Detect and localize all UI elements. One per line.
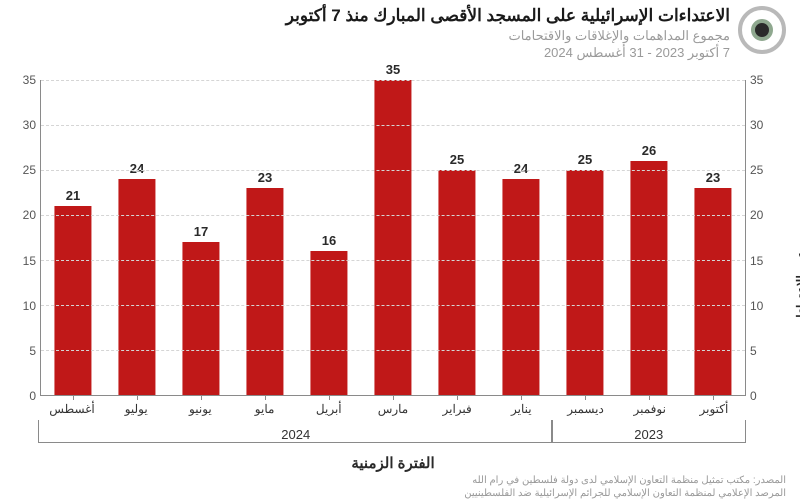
bar-slot: 25 [553, 80, 617, 395]
bar-slot: 35 [361, 80, 425, 395]
bar-slot: 24 [105, 80, 169, 395]
gridline [41, 215, 745, 216]
bar-value-label: 26 [630, 143, 667, 161]
bar-slot: 21 [41, 80, 105, 395]
ytick-label: 35 [0, 73, 36, 87]
yaxis-title: عدد الاعتداءات [794, 251, 800, 330]
bar: 17 [182, 242, 219, 395]
footer-org: المرصد الإعلامي لمنظمة التعاون الإسلامي … [14, 487, 786, 500]
ytick-label: 25 [0, 163, 36, 177]
xtick-label: فبراير [425, 396, 489, 416]
ytick-label: 15 [0, 254, 36, 268]
bar: 23 [694, 188, 731, 395]
bar: 24 [502, 179, 539, 395]
ytick-label: 5 [0, 344, 36, 358]
year-group-label: 2024 [38, 420, 553, 443]
ytick-label: 25 [750, 163, 786, 177]
gridline [41, 260, 745, 261]
bar-slot: 25 [425, 80, 489, 395]
year-group-label: 2023 [551, 420, 746, 443]
bar: 24 [118, 179, 155, 395]
chart-date-range: 7 أكتوبر 2023 - 31 أغسطس 2024 [14, 45, 730, 61]
bar: 26 [630, 161, 667, 395]
gridline [41, 170, 745, 171]
ytick-label: 0 [0, 389, 36, 403]
xtick-label: أبريل [297, 396, 361, 416]
ytick-label: 30 [0, 118, 36, 132]
bar: 25 [438, 170, 475, 395]
xtick-label: مايو [233, 396, 297, 416]
bar-slot: 23 [233, 80, 297, 395]
titles: الاعتداءات الإسرائيلية على المسجد الأقصى… [14, 6, 730, 61]
ytick-label: 10 [0, 299, 36, 313]
bar-slot: 16 [297, 80, 361, 395]
bar-slot: 17 [169, 80, 233, 395]
bar-value-label: 23 [694, 170, 731, 188]
bar: 25 [566, 170, 603, 395]
ytick-label: 30 [750, 118, 786, 132]
bar-slot: 26 [617, 80, 681, 395]
xtick-label: يونيو [168, 396, 232, 416]
ytick-label: 20 [0, 208, 36, 222]
xaxis-labels: أكتوبرنوفمبرديسمبرينايرفبرايرمارسأبريلما… [40, 396, 746, 416]
bar-value-label: 35 [374, 62, 411, 80]
bar: 16 [310, 251, 347, 395]
footer: المصدر: مكتب تمثيل منظمة التعاون الإسلام… [14, 474, 786, 500]
ytick-label: 35 [750, 73, 786, 87]
xaxis-title: الفترة الزمنية [40, 454, 746, 472]
gridline [41, 125, 745, 126]
yaxis-labels-left: 05101520253035 [0, 80, 36, 396]
bar-slot: 24 [489, 80, 553, 395]
bar-value-label: 25 [438, 152, 475, 170]
bar-value-label: 16 [310, 233, 347, 251]
bar-value-label: 25 [566, 152, 603, 170]
bar-value-label: 21 [54, 188, 91, 206]
ytick-label: 5 [750, 344, 786, 358]
bars-group: 2326252425351623172421 [41, 80, 745, 395]
plot-area: 2326252425351623172421 [40, 80, 746, 396]
gridline [41, 80, 745, 81]
gridline [41, 305, 745, 306]
bar: 23 [246, 188, 283, 395]
bar: 35 [374, 80, 411, 395]
chart-subtitle: مجموع المداهمات والإغلاقات والاقتحامات [14, 28, 730, 44]
xtick-label: يناير [489, 396, 553, 416]
org-logo-icon [738, 6, 786, 54]
footer-source: المصدر: مكتب تمثيل منظمة التعاون الإسلام… [14, 474, 786, 487]
gridline [41, 350, 745, 351]
bar: 21 [54, 206, 91, 395]
xtick-label: أكتوبر [682, 396, 746, 416]
xtick-label: يوليو [104, 396, 168, 416]
chart-container: الاعتداءات الإسرائيلية على المسجد الأقصى… [0, 0, 800, 502]
chart-title: الاعتداءات الإسرائيلية على المسجد الأقصى… [14, 6, 730, 26]
bar-slot: 23 [681, 80, 745, 395]
bar-value-label: 17 [182, 224, 219, 242]
ytick-label: 10 [750, 299, 786, 313]
bar-value-label: 23 [246, 170, 283, 188]
header: الاعتداءات الإسرائيلية على المسجد الأقصى… [14, 6, 786, 61]
xtick-label: أغسطس [40, 396, 104, 416]
year-group-row: 20232024 [40, 420, 746, 446]
xtick-label: نوفمبر [618, 396, 682, 416]
ytick-label: 0 [750, 389, 786, 403]
yaxis-labels-right: 05101520253035 [750, 80, 786, 396]
ytick-label: 15 [750, 254, 786, 268]
xtick-label: مارس [361, 396, 425, 416]
ytick-label: 20 [750, 208, 786, 222]
xtick-label: ديسمبر [553, 396, 617, 416]
xaxis: أكتوبرنوفمبرديسمبرينايرفبرايرمارسأبريلما… [40, 396, 746, 444]
